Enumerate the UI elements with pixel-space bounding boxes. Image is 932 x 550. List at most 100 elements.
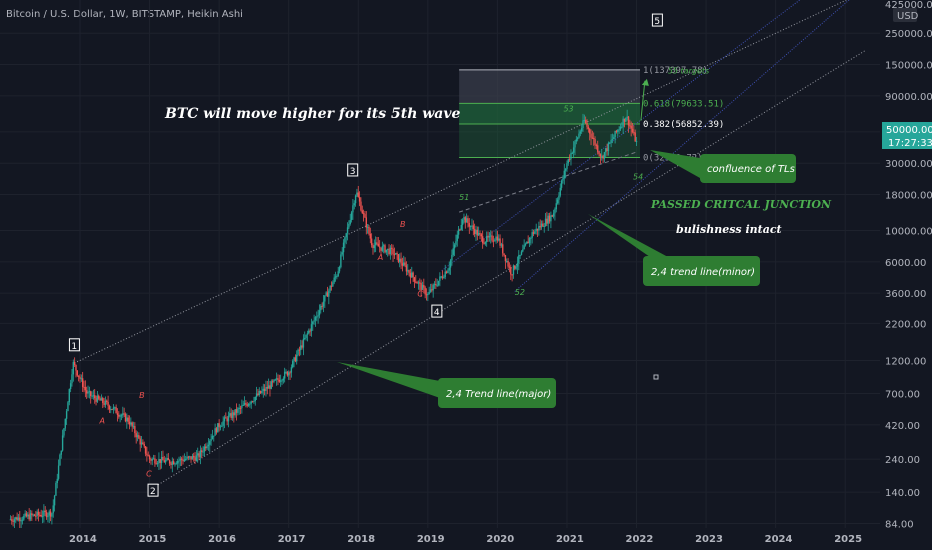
candle-body — [282, 378, 285, 381]
candle-body — [384, 245, 386, 253]
candle-body — [168, 460, 171, 464]
candle-body — [118, 414, 120, 417]
candle-body — [524, 243, 527, 246]
candle-body — [365, 217, 367, 228]
candle-body — [459, 229, 461, 231]
candle-body — [443, 277, 445, 279]
y-tick-label: 6000.00 — [885, 258, 926, 269]
candle-body — [128, 421, 131, 425]
currency-badge[interactable] — [893, 8, 917, 22]
candle-body — [350, 212, 353, 220]
candle-body — [538, 226, 540, 231]
candle-body — [534, 231, 536, 234]
candle-body — [562, 178, 564, 181]
candle-body — [44, 510, 46, 513]
candle-body — [484, 242, 487, 244]
candle-body — [170, 463, 172, 465]
candle-body — [397, 254, 400, 262]
candle-body — [598, 151, 600, 155]
candle-body — [52, 505, 54, 514]
candle-body — [289, 372, 291, 374]
subwave-label: B — [400, 220, 406, 229]
candle-body — [346, 227, 349, 234]
subwave-label: 53 — [563, 104, 573, 113]
candle-body — [554, 209, 556, 214]
candle-body — [559, 187, 561, 196]
candle-body — [247, 404, 250, 406]
x-tick-label: 2017 — [278, 534, 306, 545]
candle-body — [72, 361, 75, 375]
candle-body — [138, 435, 140, 439]
trend-line-minor-2-4 — [514, 0, 850, 292]
candle-body — [255, 393, 258, 397]
candle-body — [292, 360, 294, 368]
candle-body — [563, 170, 565, 179]
candle-body — [25, 513, 28, 517]
time-axis[interactable]: 2014 2015 2016 2017 2018 2019 2020 2021 2022 2023… — [0, 528, 932, 550]
subwave-label: A — [98, 416, 104, 425]
candle-body — [16, 517, 18, 521]
candle-body — [152, 458, 155, 460]
candle-body — [294, 357, 297, 362]
candle-body — [503, 253, 505, 256]
candle-body — [64, 418, 66, 429]
candle-body — [481, 236, 484, 244]
candle-body — [419, 282, 421, 284]
candle-body — [281, 380, 283, 382]
candle-body — [609, 142, 611, 144]
trend-line-w1-w3-dash — [458, 151, 637, 213]
candle-body — [392, 248, 394, 255]
candle-body — [202, 451, 204, 453]
candle-body — [467, 218, 469, 224]
candle-body — [400, 258, 402, 264]
candle-body — [140, 442, 143, 445]
candle-body — [233, 412, 235, 416]
candle-body — [226, 418, 228, 422]
candle-body — [572, 147, 575, 153]
candle-body — [151, 458, 153, 461]
price-axis[interactable]: 425000.00 USD 84.00 140.00 240.00 420.00 700… — [880, 0, 932, 530]
candle-body — [135, 433, 137, 438]
candle-body — [127, 417, 129, 422]
candle-body — [610, 139, 612, 143]
x-tick-label: 2024 — [765, 534, 793, 545]
candle-body — [626, 116, 628, 119]
candle-body — [76, 370, 79, 376]
candle-body — [13, 519, 16, 522]
candle-body — [164, 460, 167, 463]
candle-body — [634, 132, 636, 142]
candle-body — [174, 463, 176, 465]
fib-layer: 1(137397.78) 0.618(79633.51) 0.382(56852.3… — [459, 66, 724, 163]
candle-body — [361, 210, 363, 214]
candle-body — [401, 263, 404, 266]
candle-body — [358, 197, 361, 202]
candle-body — [386, 248, 389, 250]
candle-body — [106, 400, 108, 403]
y-tick-label: 90000.00 — [885, 92, 932, 103]
candle-body — [120, 415, 123, 417]
candle-body — [439, 276, 441, 281]
targets-arrow — [640, 80, 646, 121]
candle-body — [215, 428, 218, 433]
candle-body — [35, 515, 37, 517]
candle-body — [427, 293, 429, 296]
candle-body — [490, 235, 492, 237]
subwave-label: C — [417, 290, 423, 299]
candle-body — [388, 248, 390, 255]
candle-body — [302, 338, 305, 348]
candle-body — [318, 310, 321, 316]
candle-body — [124, 413, 127, 422]
candle-body — [102, 398, 104, 404]
candle-body — [158, 459, 160, 464]
wave-box — [68, 338, 80, 352]
candle-body — [122, 413, 124, 416]
candle-body — [341, 252, 343, 255]
candle-body — [333, 277, 335, 283]
candle-body — [219, 426, 222, 428]
candle-body — [571, 152, 574, 154]
candle-body — [94, 395, 96, 399]
candle-body — [163, 460, 165, 463]
candle-body — [131, 422, 133, 427]
candle-body — [510, 267, 512, 275]
